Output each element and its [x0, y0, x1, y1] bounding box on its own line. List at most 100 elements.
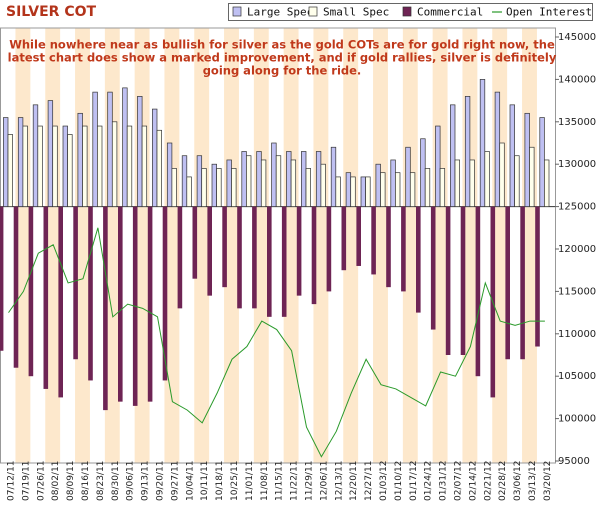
stripe — [253, 28, 269, 463]
bar — [356, 206, 361, 266]
bar — [335, 176, 341, 207]
bar — [222, 206, 227, 288]
bar — [256, 151, 262, 207]
bar — [315, 151, 322, 207]
y-tick-label: 135000 — [558, 117, 596, 128]
bar — [290, 159, 297, 207]
bar — [330, 146, 337, 207]
bar — [156, 129, 162, 207]
bar — [137, 96, 143, 207]
bar — [141, 125, 148, 207]
x-tick-label: 01/17/12 — [409, 461, 419, 501]
bar — [0, 206, 4, 351]
legend-label: Commercial — [417, 6, 483, 19]
bar — [43, 206, 49, 389]
bar — [107, 91, 113, 207]
x-tick-label: 03/13/12 — [528, 461, 538, 501]
bar — [122, 87, 128, 207]
x-tick-label: 07/26/11 — [36, 461, 46, 501]
stripe — [343, 28, 359, 463]
bar — [181, 155, 188, 207]
bar — [92, 91, 98, 207]
bar — [341, 206, 347, 271]
x-tick-label: 02/21/12 — [483, 461, 493, 501]
bar — [201, 168, 207, 207]
bar — [435, 125, 441, 207]
bar — [544, 159, 550, 207]
bar — [7, 134, 13, 207]
bar — [67, 134, 73, 207]
bar — [365, 176, 371, 207]
bar — [13, 206, 19, 368]
x-tick-label: 12/06/11 — [319, 461, 329, 501]
bar — [416, 206, 421, 313]
x-tick-label: 02/14/12 — [468, 461, 478, 501]
bar — [231, 168, 237, 207]
bar — [524, 112, 530, 207]
y-tick-label: 130000 — [558, 159, 596, 170]
bar — [454, 159, 460, 207]
bar — [166, 142, 173, 207]
x-tick-label: 01/03/12 — [379, 461, 389, 501]
bar — [371, 206, 376, 275]
bar — [37, 125, 43, 207]
y-tick-label: 115000 — [558, 286, 596, 297]
bar — [111, 121, 118, 207]
bar — [350, 176, 356, 207]
line — [8, 227, 545, 458]
bar — [484, 151, 490, 207]
bar — [505, 206, 510, 360]
bar — [439, 168, 446, 207]
bar — [326, 206, 332, 292]
x-tick-label: 02/07/12 — [454, 461, 464, 501]
bar — [177, 206, 183, 309]
annotation: latest chart does show a marked improvem… — [8, 51, 557, 65]
bar — [126, 125, 133, 207]
x-tick-label: 07/19/11 — [21, 461, 31, 501]
bar — [73, 206, 78, 360]
bar — [58, 206, 63, 398]
x-tick-label: 11/01/11 — [245, 461, 255, 501]
bar — [47, 100, 54, 207]
y-tick-label: 145000 — [558, 32, 596, 43]
x-tick-label: 03/20/12 — [543, 461, 553, 501]
bar — [271, 142, 277, 207]
bar — [464, 96, 471, 207]
bar — [211, 163, 217, 207]
bar — [28, 206, 34, 377]
x-tick-label: 11/08/11 — [260, 461, 270, 501]
x-tick-label: 08/23/11 — [96, 461, 106, 501]
x-tick-label: 03/06/12 — [513, 461, 523, 501]
x-tick-label: 09/13/11 — [141, 461, 151, 501]
bar — [311, 206, 317, 305]
bar — [281, 206, 287, 317]
bar — [147, 206, 153, 402]
bar — [97, 125, 103, 207]
bar — [296, 206, 302, 296]
stripe — [283, 28, 299, 463]
stripe — [373, 28, 388, 463]
legend-label: Small Spec — [323, 6, 389, 19]
bar — [118, 206, 123, 402]
annotation: While nowhere near as bullish for silver… — [9, 38, 555, 52]
bar — [305, 168, 311, 207]
x-tick-label: 01/24/12 — [424, 461, 434, 501]
bar — [17, 117, 24, 207]
y-tick-label: 125000 — [558, 202, 596, 213]
bar — [32, 104, 39, 207]
bar — [539, 117, 545, 207]
bar — [77, 112, 83, 207]
y-tick-label: 140000 — [558, 74, 596, 85]
x-tick-label: 08/02/11 — [51, 461, 61, 501]
stripe — [224, 28, 239, 463]
bar — [52, 125, 58, 207]
bar — [345, 172, 352, 207]
bar — [226, 159, 232, 207]
x-tick-label: 09/20/11 — [156, 461, 166, 501]
bar — [252, 206, 257, 309]
bar — [192, 206, 198, 279]
legend-swatch — [308, 6, 318, 17]
bar — [445, 206, 451, 355]
bar — [424, 168, 431, 207]
bar — [450, 104, 456, 207]
